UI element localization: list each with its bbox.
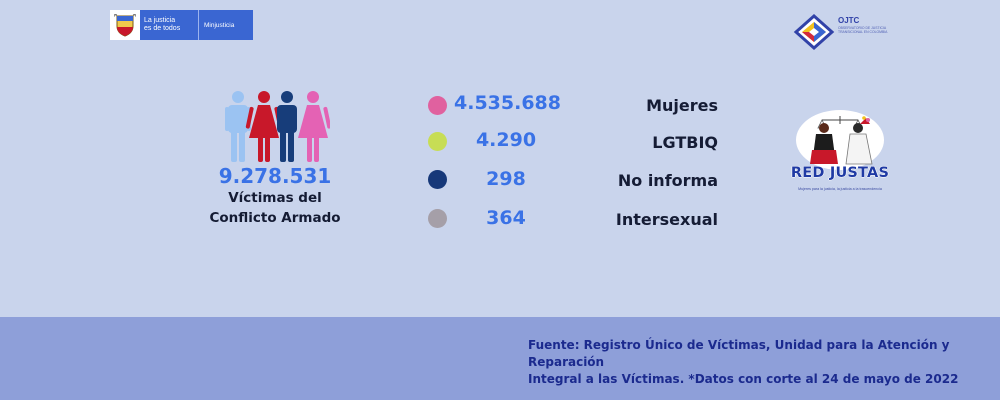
source-line2: Integral a las Víctimas. *Datos con cort… [528, 372, 959, 386]
stat-dot-intersexual [428, 209, 447, 228]
total-victims-value: 9.278.531 [218, 164, 332, 188]
logo-divider [198, 10, 199, 40]
coat-of-arms-icon [110, 10, 140, 40]
stat-label-women: Mujeres [646, 96, 718, 115]
stat-value-lgtbiq: 4.290 [475, 129, 537, 151]
stat-value-women: 4.535.688 [454, 92, 561, 114]
stat-dot-women [428, 96, 447, 115]
ministry-slogan: La justicia es de todos [140, 10, 198, 40]
red-justas-name: RED JUSTAS [790, 165, 890, 181]
ministry-slogan-line2: es de todos [144, 25, 181, 32]
ojtc-name: OJTC [838, 16, 860, 25]
stat-label-lgtbiq: LGTBIQ [652, 133, 718, 152]
footer-band [0, 317, 1000, 400]
victims-label: Víctimas del Conflicto Armado [195, 188, 355, 228]
stat-value-intersexual: 364 [486, 207, 526, 229]
minjusticia-logo: La justicia es de todos Minjusticia [110, 10, 253, 40]
stat-label-no-informa: No informa [617, 171, 718, 190]
ministry-name: Minjusticia [199, 10, 253, 40]
red-justas-logo: RED JUSTAS Mujeres para la justicia, la … [782, 110, 898, 196]
source-line1: Fuente: Registro Único de Víctimas, Unid… [528, 338, 950, 369]
ojtc-subtitle: OBSERVATORIO DE JUSTICIA TRANSICIONAL EN… [838, 26, 888, 34]
source-note: Fuente: Registro Único de Víctimas, Unid… [528, 337, 988, 388]
woman-figure-pink-icon [298, 91, 330, 162]
stat-dot-lgtbiq [428, 132, 447, 151]
woman-figure-red-icon [245, 91, 283, 162]
man-figure-navy-icon [277, 91, 297, 162]
people-figures-icon [225, 91, 330, 162]
ojtc-logo: OJTC OBSERVATORIO DE JUSTICIA TRANSICION… [792, 13, 902, 51]
red-justas-emblem-icon [796, 110, 884, 170]
ministry-slogan-line1: La justicia [144, 17, 176, 24]
stat-label-intersexual: Intersexual [615, 210, 718, 229]
victims-label-line1: Víctimas del [228, 190, 322, 206]
red-justas-tagline: Mujeres para la justicia, la justicia a … [798, 187, 882, 191]
stat-value-no-informa: 298 [486, 168, 526, 190]
stat-dot-no-informa [428, 170, 447, 189]
ojtc-emblem-icon [793, 13, 835, 51]
victims-label-line2: Conflicto Armado [209, 210, 341, 226]
